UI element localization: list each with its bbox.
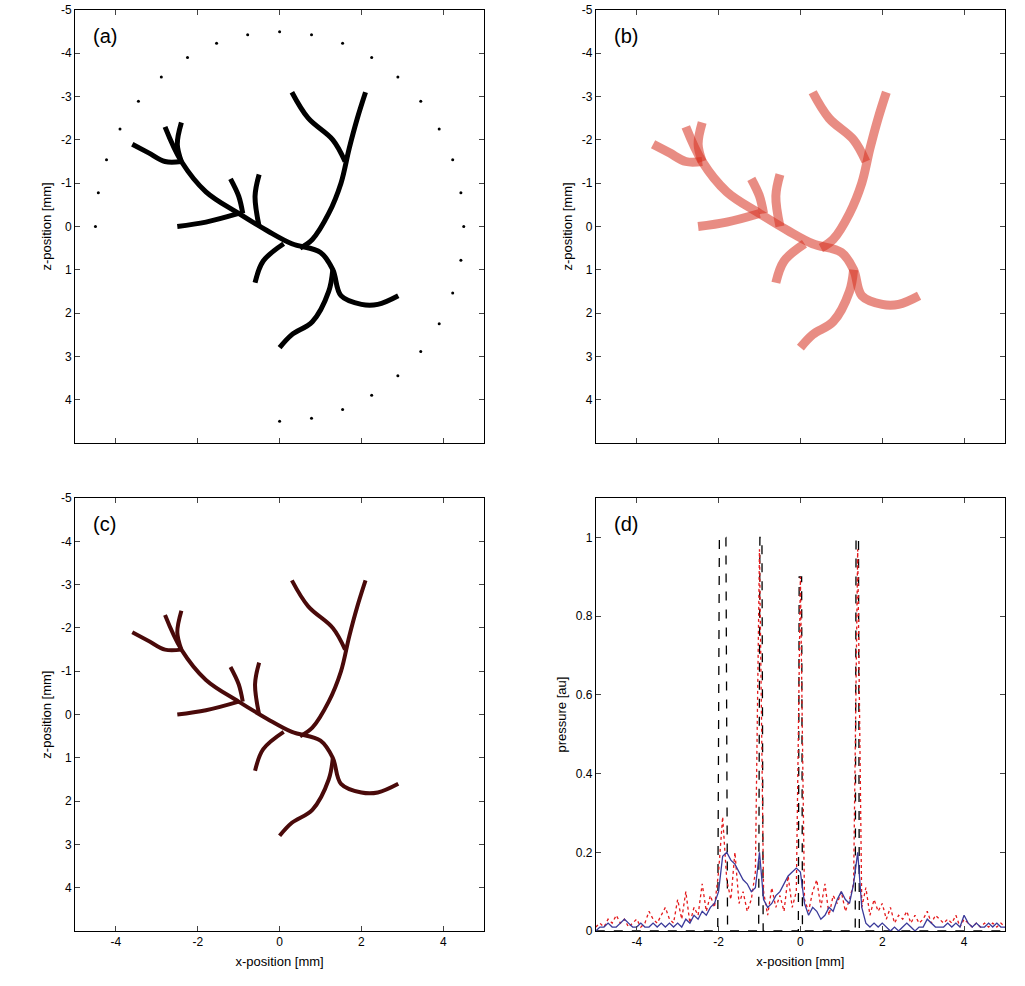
svg-text:(c): (c) [93, 513, 116, 535]
svg-text:0: 0 [586, 924, 593, 938]
svg-text:(b): (b) [614, 25, 638, 47]
svg-text:0.2: 0.2 [576, 846, 593, 860]
svg-text:-3: -3 [61, 90, 72, 104]
svg-text:(a): (a) [93, 25, 117, 47]
svg-text:-2: -2 [713, 935, 724, 949]
svg-text:3: 3 [65, 838, 72, 852]
svg-text:4: 4 [65, 393, 72, 407]
svg-text:pressure [au]: pressure [au] [554, 677, 569, 753]
svg-text:4: 4 [65, 881, 72, 895]
svg-text:-2: -2 [192, 935, 203, 949]
svg-text:-5: -5 [582, 3, 593, 17]
svg-text:x-position [mm]: x-position [mm] [756, 954, 844, 969]
svg-text:-1: -1 [61, 176, 72, 190]
svg-text:z-position [mm]: z-position [mm] [39, 182, 54, 270]
svg-text:1: 1 [65, 263, 72, 277]
svg-text:-4: -4 [111, 935, 122, 949]
svg-text:2: 2 [358, 935, 365, 949]
svg-text:z-position [mm]: z-position [mm] [39, 670, 54, 758]
svg-text:4: 4 [586, 393, 593, 407]
svg-text:0.6: 0.6 [576, 688, 593, 702]
svg-text:0.8: 0.8 [576, 609, 593, 623]
svg-text:2: 2 [879, 935, 886, 949]
svg-text:-2: -2 [582, 133, 593, 147]
svg-text:0: 0 [65, 708, 72, 722]
svg-text:4: 4 [440, 935, 447, 949]
svg-text:1: 1 [586, 263, 593, 277]
svg-text:z-position [mm]: z-position [mm] [560, 182, 575, 270]
svg-text:-4: -4 [61, 535, 72, 549]
svg-text:x-position [mm]: x-position [mm] [236, 954, 324, 969]
svg-text:0: 0 [65, 220, 72, 234]
svg-text:-1: -1 [582, 176, 593, 190]
svg-text:-4: -4 [582, 46, 593, 60]
svg-text:2: 2 [65, 794, 72, 808]
svg-text:0: 0 [797, 935, 804, 949]
svg-text:1: 1 [65, 751, 72, 765]
svg-text:2: 2 [586, 306, 593, 320]
svg-text:0: 0 [586, 220, 593, 234]
svg-text:-5: -5 [61, 491, 72, 505]
svg-text:4: 4 [961, 935, 968, 949]
svg-text:0.4: 0.4 [576, 767, 593, 781]
svg-text:-4: -4 [631, 935, 642, 949]
svg-text:-3: -3 [61, 578, 72, 592]
svg-text:-1: -1 [61, 664, 72, 678]
svg-text:-4: -4 [61, 46, 72, 60]
svg-text:2: 2 [65, 306, 72, 320]
svg-text:-2: -2 [61, 133, 72, 147]
svg-text:0: 0 [276, 935, 283, 949]
svg-text:3: 3 [65, 350, 72, 364]
svg-text:(d): (d) [614, 513, 638, 535]
svg-text:-3: -3 [582, 90, 593, 104]
svg-text:-5: -5 [61, 3, 72, 17]
svg-text:1: 1 [586, 531, 593, 545]
svg-text:-2: -2 [61, 621, 72, 635]
svg-text:3: 3 [586, 350, 593, 364]
